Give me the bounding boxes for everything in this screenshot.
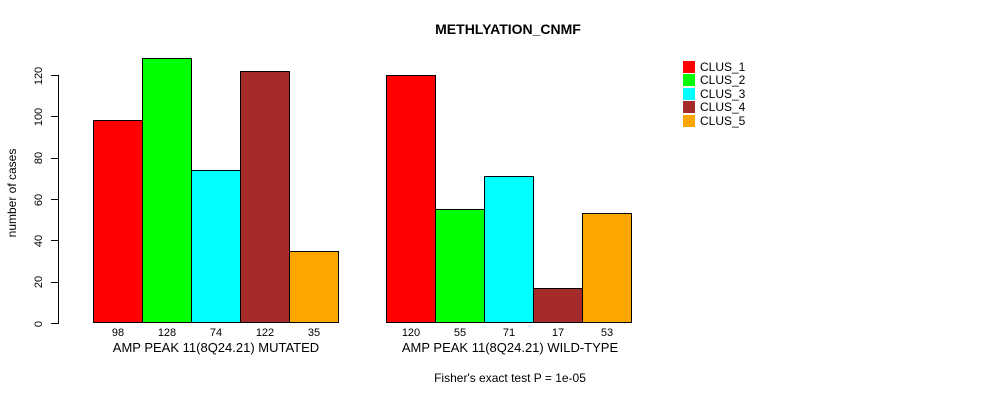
bar-value-label: 122 [255, 327, 275, 339]
y-axis-line [58, 75, 59, 324]
group-label-wild-type: AMP PEAK 11(8Q24.21) WILD-TYPE [401, 340, 619, 355]
y-tick [51, 281, 58, 283]
y-tick-label: 20 [33, 276, 45, 289]
bar-clus_3-group1 [191, 170, 241, 323]
bar-value-label: 55 [453, 327, 467, 339]
y-tick-label: 120 [33, 66, 45, 85]
legend-item-clus_3: CLUS_3 [683, 87, 745, 101]
bar-clus_2-group1 [142, 58, 192, 323]
legend-item-clus_1: CLUS_1 [683, 60, 745, 74]
legend-item-clus_5: CLUS_5 [683, 114, 745, 128]
y-tick [51, 75, 58, 76]
bar-value-label: 35 [307, 327, 321, 339]
legend-label-clus_2: CLUS_2 [700, 73, 746, 88]
y-tick [51, 157, 58, 159]
legend-label-clus_3: CLUS_3 [700, 86, 746, 101]
y-tick-label: 60 [33, 193, 45, 206]
y-tick-label: 80 [33, 152, 45, 165]
annotation-fishers-test: Fisher's exact test P = 1e-05 [434, 371, 586, 385]
bar-value-label: 74 [209, 327, 223, 339]
legend-item-clus_4: CLUS_4 [683, 101, 745, 115]
bar-value-label: 71 [502, 327, 516, 339]
bar-clus_3-group2 [484, 176, 534, 323]
legend-swatch-clus_3 [683, 87, 695, 100]
bar-clus_4-group2 [533, 287, 583, 323]
y-axis-label: number of cases [5, 148, 19, 238]
legend-swatch-clus_4 [683, 101, 695, 114]
legend-label-clus_4: CLUS_4 [700, 100, 746, 115]
y-tick [51, 323, 58, 324]
y-tick [51, 199, 58, 200]
y-tick-label: 40 [33, 234, 45, 247]
bar-clus_1-group1 [93, 120, 143, 323]
legend-label-clus_1: CLUS_1 [700, 59, 746, 74]
legend-label-clus_5: CLUS_5 [700, 113, 746, 128]
chart-title: METHLYATION_CNMF [435, 21, 581, 37]
bar-value-label: 98 [111, 327, 125, 339]
bar-value-label: 53 [600, 327, 614, 339]
bar-value-label: 120 [401, 327, 421, 339]
bar-clus_5-group1 [289, 250, 339, 323]
y-tick [51, 116, 58, 118]
legend-item-clus_2: CLUS_2 [683, 74, 745, 88]
y-tick-label: 100 [33, 107, 45, 127]
group-label-mutated: AMP PEAK 11(8Q24.21) MUTATED [112, 340, 320, 355]
bar-value-label: 17 [551, 327, 565, 339]
y-tick [51, 240, 58, 242]
y-tick-label: 0 [33, 320, 45, 327]
legend-swatch-clus_1 [683, 60, 695, 73]
bar-clus_4-group1 [240, 70, 290, 323]
bar-value-label: 128 [157, 327, 177, 339]
legend-swatch-clus_5 [683, 114, 695, 127]
bar-clus_5-group2 [582, 213, 632, 323]
legend-swatch-clus_2 [683, 74, 695, 87]
legend: CLUS_1 CLUS_2 CLUS_3 CLUS_4 CLUS_5 [683, 60, 745, 128]
bar-clus_2-group2 [435, 209, 485, 323]
bar-clus_1-group2 [386, 75, 436, 323]
